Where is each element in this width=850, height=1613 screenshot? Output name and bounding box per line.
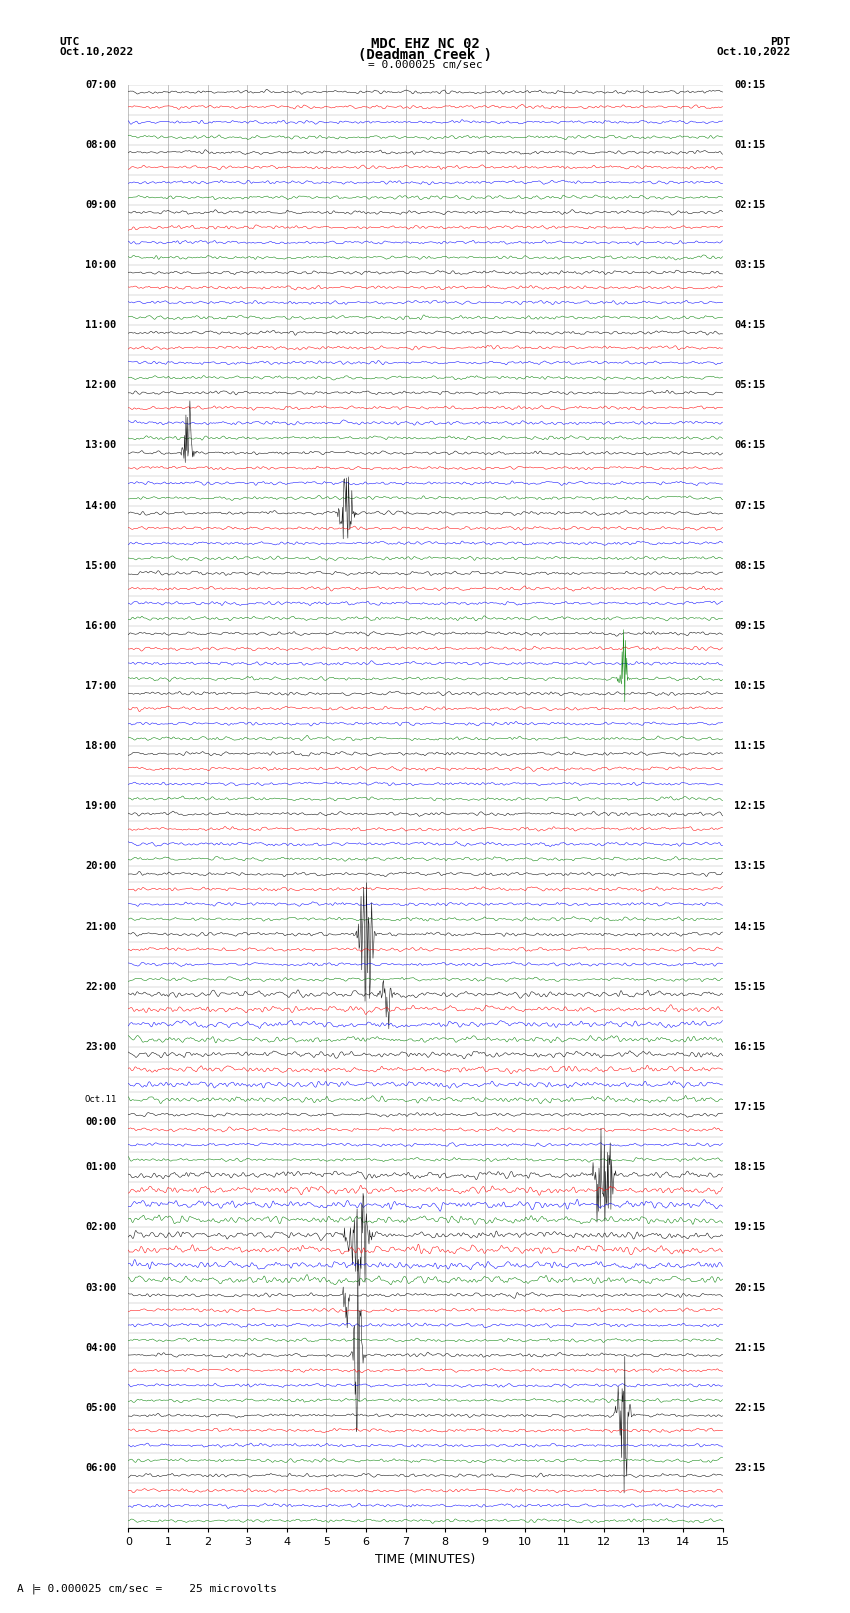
Text: 01:15: 01:15 — [734, 140, 766, 150]
Text: PDT: PDT — [770, 37, 790, 47]
Text: Oct.10,2022: Oct.10,2022 — [60, 47, 133, 56]
Text: 19:00: 19:00 — [85, 802, 116, 811]
Text: 09:00: 09:00 — [85, 200, 116, 210]
Text: 20:00: 20:00 — [85, 861, 116, 871]
Text: Oct.11: Oct.11 — [84, 1095, 116, 1103]
Text: 15:00: 15:00 — [85, 561, 116, 571]
Text: 10:00: 10:00 — [85, 260, 116, 269]
Text: 13:15: 13:15 — [734, 861, 766, 871]
Text: 10:15: 10:15 — [734, 681, 766, 690]
Text: 16:15: 16:15 — [734, 1042, 766, 1052]
Text: 04:15: 04:15 — [734, 319, 766, 331]
Text: MDC EHZ NC 02: MDC EHZ NC 02 — [371, 37, 479, 52]
Text: 06:00: 06:00 — [85, 1463, 116, 1473]
Text: UTC: UTC — [60, 37, 80, 47]
Text: 18:00: 18:00 — [85, 742, 116, 752]
Text: 05:00: 05:00 — [85, 1403, 116, 1413]
Text: 21:00: 21:00 — [85, 921, 116, 932]
Text: A |: A | — [17, 1582, 37, 1594]
Text: 04:00: 04:00 — [85, 1342, 116, 1353]
Text: 23:00: 23:00 — [85, 1042, 116, 1052]
Text: 12:00: 12:00 — [85, 381, 116, 390]
Text: 22:15: 22:15 — [734, 1403, 766, 1413]
Text: = 0.000025 cm/sec =    25 microvolts: = 0.000025 cm/sec = 25 microvolts — [34, 1584, 277, 1594]
Text: 03:15: 03:15 — [734, 260, 766, 269]
Text: 08:15: 08:15 — [734, 561, 766, 571]
Text: 16:00: 16:00 — [85, 621, 116, 631]
Text: 00:00: 00:00 — [85, 1118, 116, 1127]
Text: 02:15: 02:15 — [734, 200, 766, 210]
Text: 01:00: 01:00 — [85, 1163, 116, 1173]
Text: Oct.10,2022: Oct.10,2022 — [717, 47, 790, 56]
Text: 17:00: 17:00 — [85, 681, 116, 690]
Text: (Deadman Creek ): (Deadman Creek ) — [358, 48, 492, 63]
Text: 14:15: 14:15 — [734, 921, 766, 932]
Text: 05:15: 05:15 — [734, 381, 766, 390]
Text: 21:15: 21:15 — [734, 1342, 766, 1353]
Text: 19:15: 19:15 — [734, 1223, 766, 1232]
Text: 07:00: 07:00 — [85, 79, 116, 89]
Text: 11:00: 11:00 — [85, 319, 116, 331]
Text: 06:15: 06:15 — [734, 440, 766, 450]
Text: 22:00: 22:00 — [85, 982, 116, 992]
Text: 08:00: 08:00 — [85, 140, 116, 150]
Text: 09:15: 09:15 — [734, 621, 766, 631]
Text: 17:15: 17:15 — [734, 1102, 766, 1111]
Text: 07:15: 07:15 — [734, 500, 766, 511]
Text: 18:15: 18:15 — [734, 1163, 766, 1173]
Text: 02:00: 02:00 — [85, 1223, 116, 1232]
Text: = 0.000025 cm/sec: = 0.000025 cm/sec — [367, 60, 483, 69]
Text: 15:15: 15:15 — [734, 982, 766, 992]
Text: 13:00: 13:00 — [85, 440, 116, 450]
X-axis label: TIME (MINUTES): TIME (MINUTES) — [376, 1553, 476, 1566]
Text: 20:15: 20:15 — [734, 1282, 766, 1292]
Text: 11:15: 11:15 — [734, 742, 766, 752]
Text: 23:15: 23:15 — [734, 1463, 766, 1473]
Text: 03:00: 03:00 — [85, 1282, 116, 1292]
Text: 12:15: 12:15 — [734, 802, 766, 811]
Text: 00:15: 00:15 — [734, 79, 766, 89]
Text: 14:00: 14:00 — [85, 500, 116, 511]
